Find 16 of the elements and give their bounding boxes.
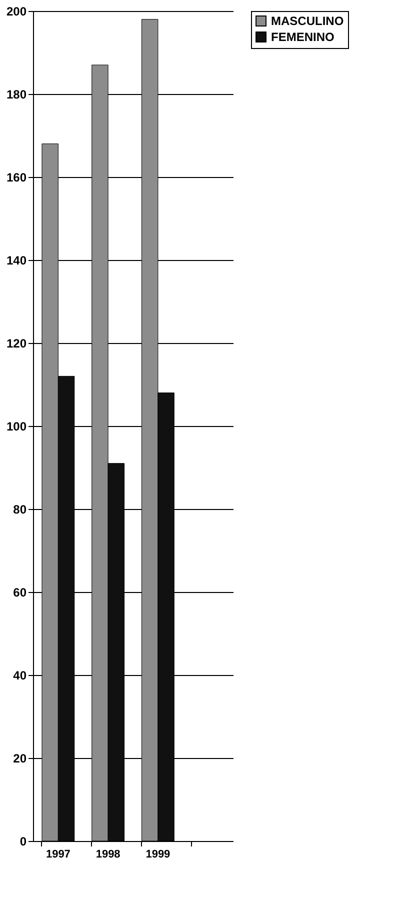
y-tick-label: 160 bbox=[6, 170, 27, 184]
y-tick-label: 60 bbox=[13, 586, 27, 600]
y-tick-label: 180 bbox=[6, 88, 27, 102]
x-tick-label: 1999 bbox=[146, 848, 170, 860]
legend-label: FEMENINO bbox=[271, 30, 334, 44]
y-tick-label: 80 bbox=[13, 502, 27, 516]
y-tick-label: 40 bbox=[13, 668, 27, 682]
legend-label: MASCULINO bbox=[271, 14, 344, 28]
y-tick-label: 0 bbox=[20, 834, 27, 848]
x-tick-label: 1998 bbox=[96, 848, 120, 860]
y-tick-label: 20 bbox=[13, 752, 27, 766]
y-tick-label: 200 bbox=[6, 4, 27, 18]
y-tick-label: 100 bbox=[6, 420, 27, 434]
y-tick-label: 120 bbox=[6, 336, 27, 350]
x-tick-label: 1997 bbox=[46, 848, 70, 860]
y-tick-label: 140 bbox=[6, 254, 27, 268]
